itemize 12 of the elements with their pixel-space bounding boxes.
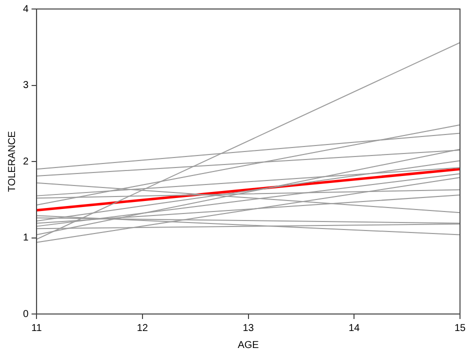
x-tick-label: 14 bbox=[348, 322, 360, 334]
x-tick-label: 13 bbox=[242, 322, 254, 334]
y-axis-title: TOLERANCE bbox=[6, 130, 18, 192]
y-tick-label: 3 bbox=[23, 80, 29, 91]
x-axis-title: AGE bbox=[238, 340, 260, 351]
x-tick-label: 11 bbox=[31, 322, 42, 334]
y-tick-label: 2 bbox=[23, 156, 29, 168]
y-tick-label: 4 bbox=[23, 4, 29, 15]
y-tick-label: 0 bbox=[23, 308, 29, 320]
x-tick-label: 12 bbox=[136, 322, 148, 334]
x-tick-label: 15 bbox=[454, 322, 466, 334]
y-tick-label: 1 bbox=[23, 232, 29, 244]
